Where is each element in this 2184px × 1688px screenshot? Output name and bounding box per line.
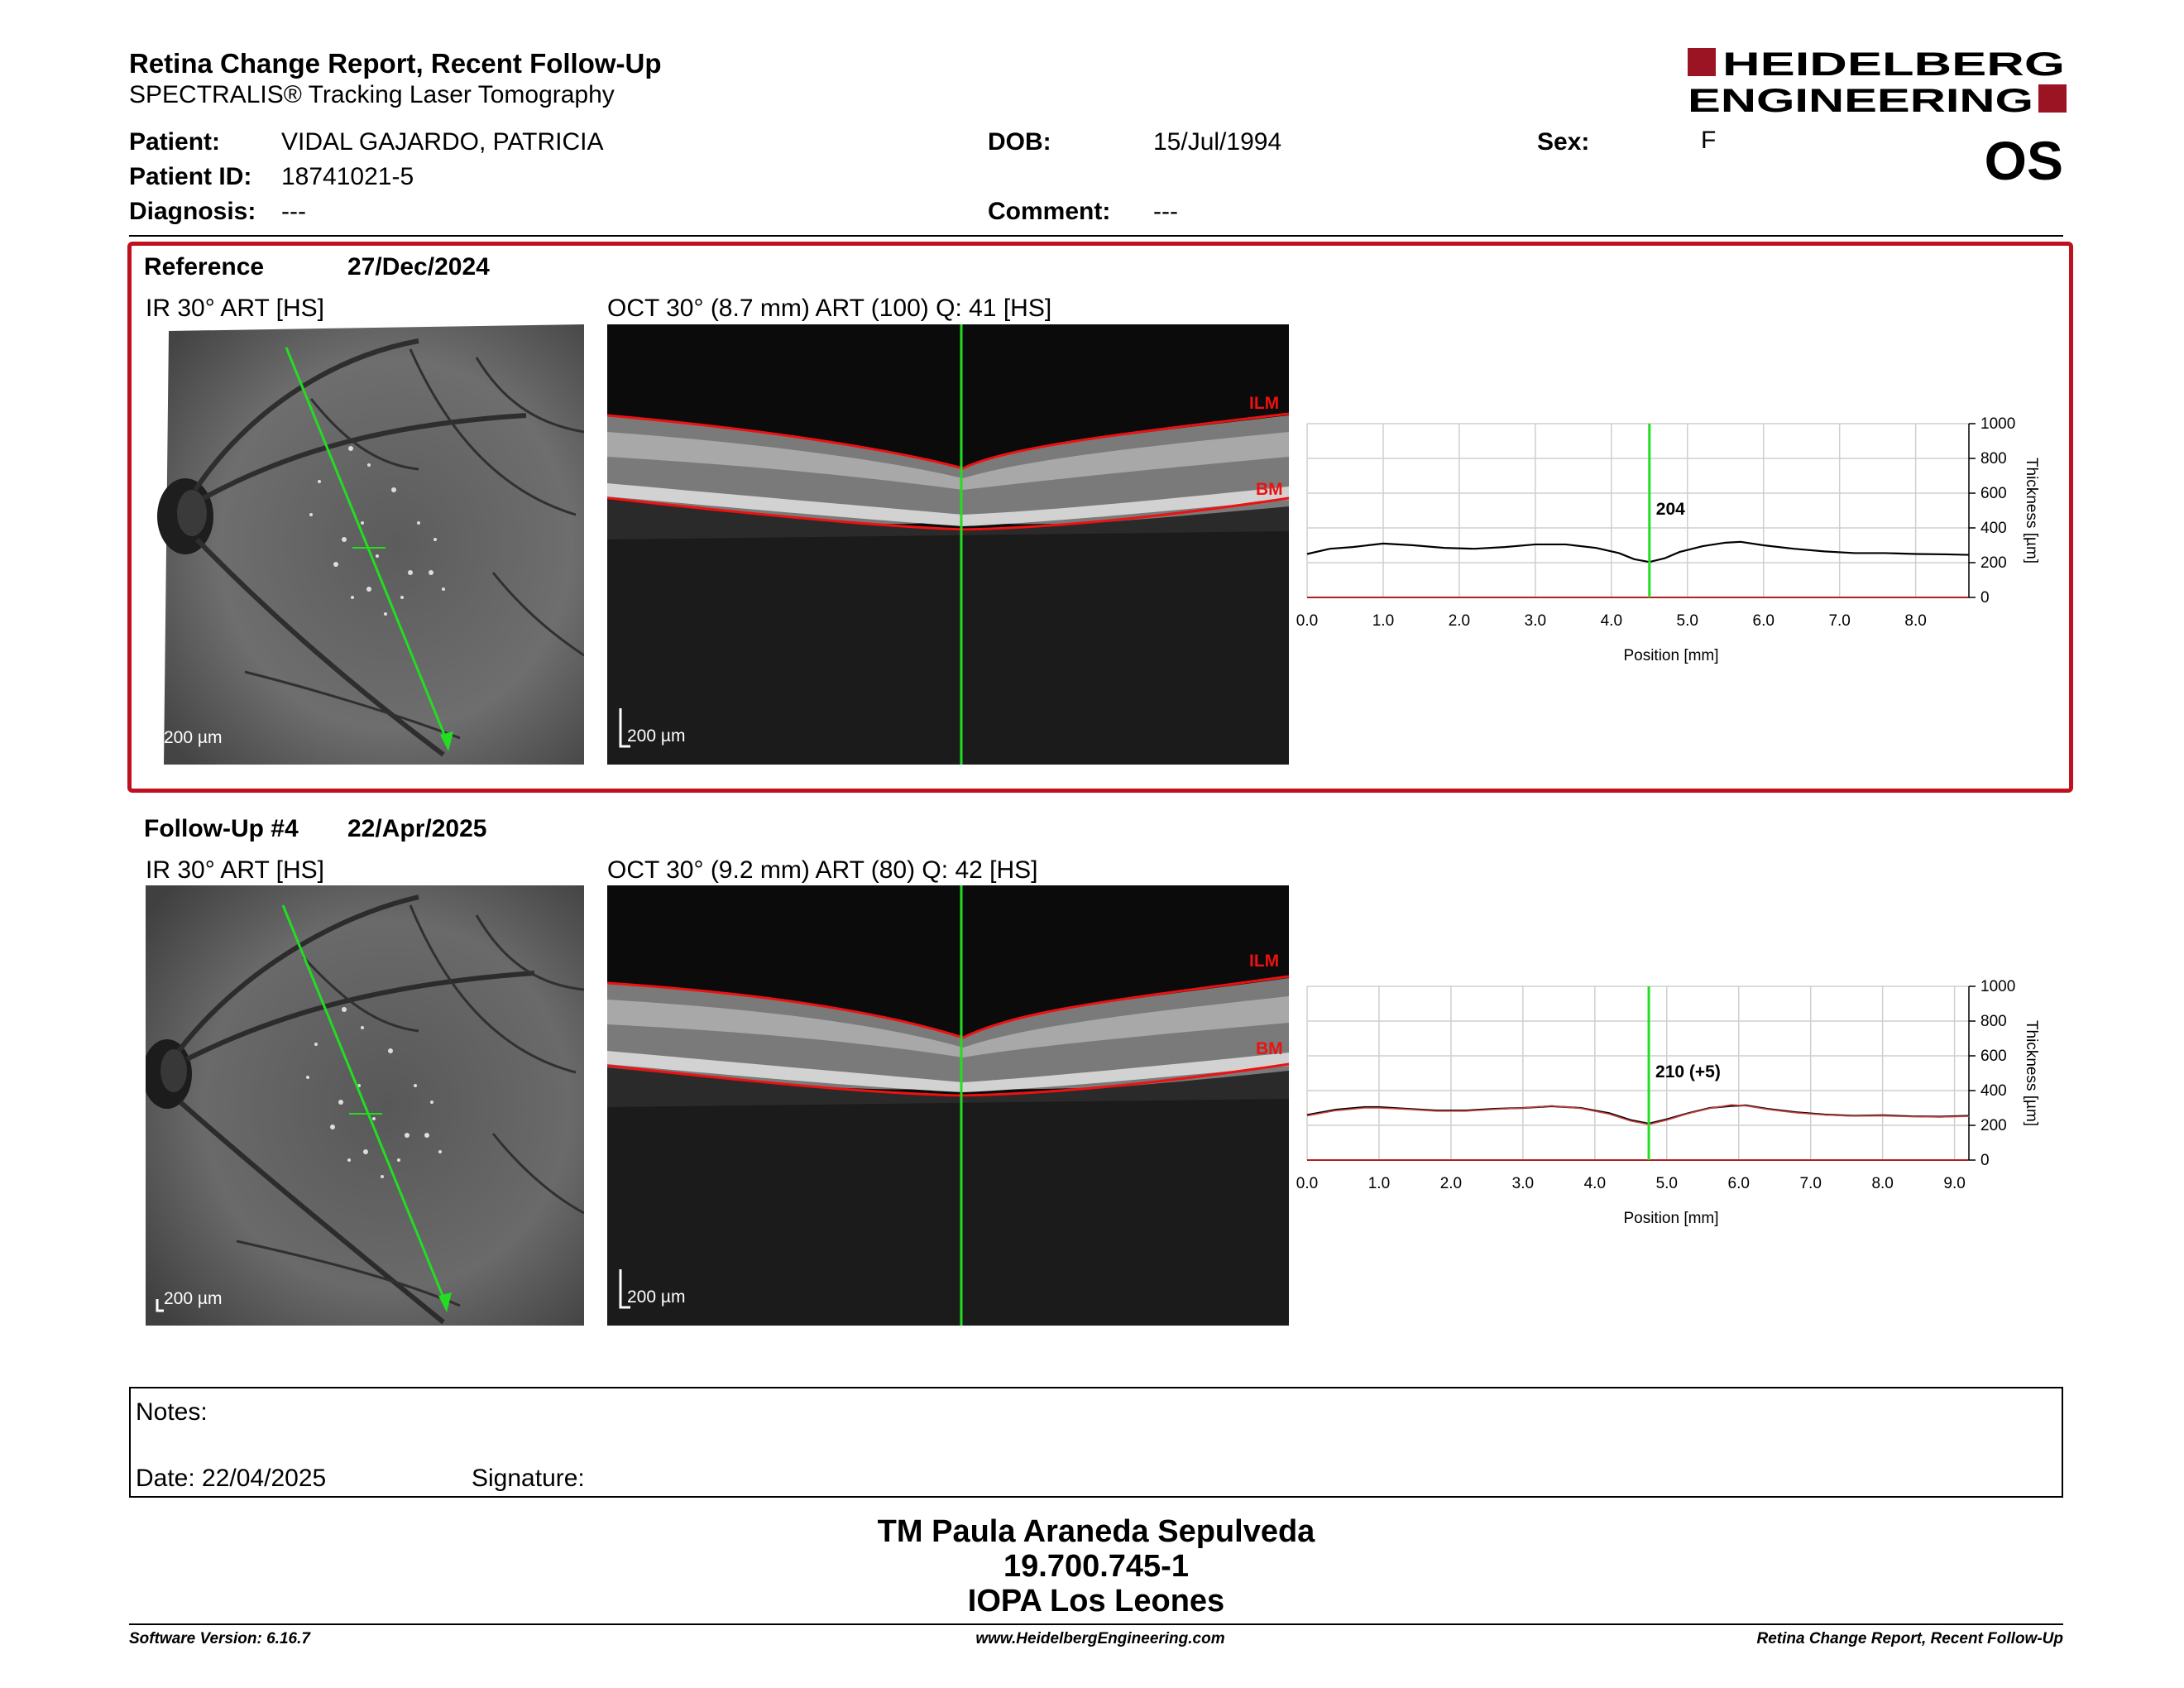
followup-ir-label: IR 30° ART [HS] bbox=[146, 856, 324, 884]
footer-url[interactable]: www.HeidelbergEngineering.com bbox=[975, 1630, 1225, 1647]
x-tick-label: 0.0 bbox=[1296, 612, 1318, 630]
reference-thickness-chart: 0.0 1.0 2.0 3.0 4.0 5.0 6.0 7.0 8.0 0 200 400 600 800… bbox=[1291, 405, 2068, 679]
followup-label: Follow-Up #4 bbox=[144, 815, 299, 842]
y-tick-label: 400 bbox=[1980, 1082, 2007, 1100]
sex-value: F bbox=[1701, 127, 1717, 154]
sex-label: Sex: bbox=[1537, 128, 1590, 156]
report-title: Retina Change Report, Recent Follow-Up bbox=[129, 48, 662, 79]
y-tick-label: 600 bbox=[1980, 1048, 2007, 1065]
x-tick-label: 1.0 bbox=[1372, 612, 1394, 630]
signer-id: 19.700.745-1 bbox=[1003, 1549, 1189, 1584]
x-tick-label: 9.0 bbox=[1943, 1175, 1965, 1192]
marker-value-label: 210 (+5) bbox=[1655, 1062, 1721, 1081]
y-tick-label: 200 bbox=[1980, 554, 2007, 572]
followup-oct-image: ILM BM 200 µm bbox=[607, 885, 1289, 1326]
y-tick-label: 200 bbox=[1980, 1117, 2007, 1134]
notes-label: Notes: bbox=[136, 1398, 208, 1426]
y-tick-label: 0 bbox=[1980, 1152, 1990, 1169]
patient-id-label: Patient ID: bbox=[129, 163, 252, 190]
x-tick-label: 5.0 bbox=[1656, 1175, 1678, 1192]
followup-thickness-chart: 0.0 1.0 2.0 3.0 4.0 5.0 6.0 7.0 8.0 9.0 0 200 400 600… bbox=[1291, 968, 2068, 1241]
y-tick-label: 400 bbox=[1980, 520, 2007, 537]
reference-oct-label: OCT 30° (8.7 mm) ART (100) Q: 41 [HS] bbox=[607, 295, 1052, 322]
reference-section bbox=[127, 242, 2073, 793]
comment-label: Comment: bbox=[988, 198, 1111, 225]
reference-date: 27/Dec/2024 bbox=[347, 253, 490, 281]
x-tick-label: 5.0 bbox=[1677, 612, 1698, 630]
eye-indicator: OS bbox=[1984, 130, 2063, 191]
svg-text:ENGINEERING: ENGINEERING bbox=[1688, 83, 2033, 116]
heidelberg-logo: HEIDELBERG ENGINEERING bbox=[1688, 46, 2068, 119]
followup-date: 22/Apr/2025 bbox=[347, 815, 487, 842]
footer-version: Software Version: 6.16.7 bbox=[129, 1630, 310, 1647]
followup-oct-label: OCT 30° (9.2 mm) ART (80) Q: 42 [HS] bbox=[607, 856, 1038, 884]
x-tick-label: 8.0 bbox=[1904, 612, 1926, 630]
dob-label: DOB: bbox=[988, 128, 1051, 156]
report-subtitle: SPECTRALIS® Tracking Laser Tomography bbox=[129, 81, 615, 108]
x-tick-label: 2.0 bbox=[1449, 612, 1470, 630]
signature-label: Signature: bbox=[472, 1465, 585, 1492]
signer-name: TM Paula Araneda Sepulveda bbox=[877, 1514, 1315, 1549]
notes-box bbox=[129, 1387, 2063, 1498]
followup-ir-image: 200 µm bbox=[142, 885, 585, 1326]
dob-value: 15/Jul/1994 bbox=[1153, 128, 1282, 156]
x-tick-label: 6.0 bbox=[1753, 612, 1774, 630]
x-tick-label: 4.0 bbox=[1584, 1175, 1606, 1192]
reference-label: Reference bbox=[144, 253, 265, 281]
notes-date: Date: 22/04/2025 bbox=[136, 1465, 327, 1492]
y-tick-label: 600 bbox=[1980, 485, 2007, 502]
y-tick-label: 0 bbox=[1980, 589, 1990, 607]
thickness-chart-svg: 0.0 1.0 2.0 3.0 4.0 5.0 6.0 7.0 8.0 9.0 0 200 400 600… bbox=[1296, 978, 2040, 1227]
footer-report-name: Retina Change Report, Recent Follow-Up bbox=[1756, 1630, 2063, 1647]
signer-org: IOPA Los Leones bbox=[967, 1584, 1225, 1618]
diagnosis-label: Diagnosis: bbox=[129, 198, 256, 225]
followup-ilm-label: ILM bbox=[1249, 952, 1280, 971]
x-tick-label: 2.0 bbox=[1440, 1175, 1462, 1192]
patient-id-value: 18741021-5 bbox=[281, 163, 414, 190]
reference-ilm-label: ILM bbox=[1249, 394, 1280, 413]
y-tick-label: 800 bbox=[1980, 1013, 2007, 1030]
thickness-series-line bbox=[1306, 1104, 1970, 1125]
x-tick-label: 1.0 bbox=[1368, 1175, 1390, 1192]
y-axis-label: Thickness [µm] bbox=[2023, 458, 2040, 563]
patient-name: VIDAL GAJARDO, PATRICIA bbox=[281, 128, 604, 156]
x-tick-label: 7.0 bbox=[1799, 1175, 1821, 1192]
reference-ir-scale: 200 µm bbox=[164, 728, 223, 747]
thickness-series-line bbox=[1306, 540, 1970, 563]
x-tick-label: 0.0 bbox=[1296, 1175, 1318, 1192]
reference-oct-scale: 200 µm bbox=[627, 727, 686, 746]
x-tick-label: 4.0 bbox=[1601, 612, 1622, 630]
header-divider bbox=[129, 235, 2063, 237]
x-axis-label: Position [mm] bbox=[1623, 1210, 1718, 1227]
x-tick-label: 7.0 bbox=[1828, 612, 1850, 630]
reference-ir-image: 200 µm bbox=[146, 324, 585, 765]
followup-oct-scale: 200 µm bbox=[627, 1288, 686, 1307]
x-tick-label: 6.0 bbox=[1728, 1175, 1750, 1192]
diagnosis-value: --- bbox=[281, 198, 306, 225]
y-tick-label: 800 bbox=[1980, 450, 2007, 468]
svg-text:HEIDELBERG: HEIDELBERG bbox=[1722, 46, 2065, 83]
y-tick-label: 1000 bbox=[1980, 978, 2015, 995]
patient-label: Patient: bbox=[129, 128, 221, 156]
marker-value-label: 204 bbox=[1656, 500, 1685, 519]
x-tick-label: 3.0 bbox=[1525, 612, 1546, 630]
comment-value: --- bbox=[1153, 198, 1178, 225]
reference-ir-label: IR 30° ART [HS] bbox=[146, 295, 324, 322]
x-axis-label: Position [mm] bbox=[1623, 647, 1718, 664]
thickness-chart-svg: 0.0 1.0 2.0 3.0 4.0 5.0 6.0 7.0 8.0 0 200 400 600 800… bbox=[1296, 415, 2040, 664]
followup-bm-label: BM bbox=[1256, 1039, 1283, 1058]
followup-ir-scale: 200 µm bbox=[164, 1289, 223, 1308]
x-tick-label: 3.0 bbox=[1512, 1175, 1534, 1192]
y-tick-label: 1000 bbox=[1980, 415, 2015, 433]
reference-oct-image: ILM BM 200 µm bbox=[607, 324, 1289, 765]
x-tick-label: 8.0 bbox=[1871, 1175, 1893, 1192]
reference-bm-label: BM bbox=[1256, 480, 1283, 499]
footer-divider bbox=[129, 1623, 2063, 1625]
y-axis-label: Thickness [µm] bbox=[2023, 1020, 2040, 1126]
